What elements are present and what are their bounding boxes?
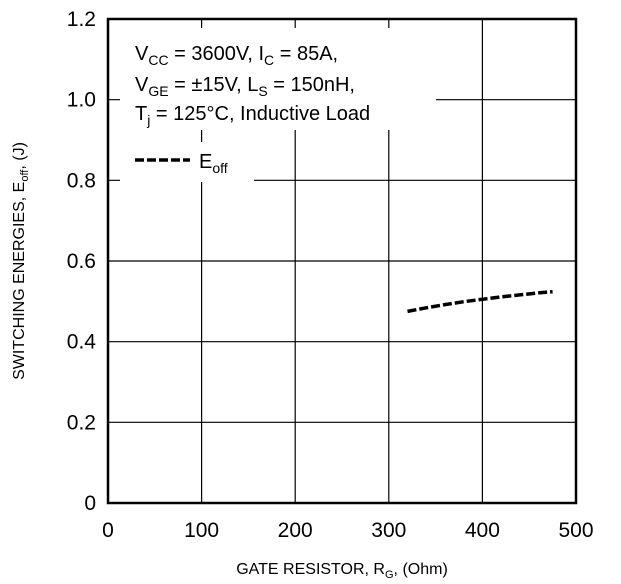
y-tick-labels: 0 0.2 0.4 0.6 0.8 1.0 1.2: [67, 8, 97, 515]
condition-line-2: VGE = ±15V, LS = 150nH,: [135, 74, 355, 99]
x-tick-label: 300: [371, 519, 406, 542]
condition-line-3: Tj = 125°C, Inductive Load: [135, 103, 370, 128]
x-tick-label: 500: [558, 519, 593, 542]
y-tick-label: 0: [84, 492, 96, 515]
condition-line-1: VCC = 3600V, IC = 85A,: [135, 43, 338, 68]
test-conditions: VCC = 3600V, IC = 85A, VGE = ±15V, LS = …: [135, 43, 370, 128]
x-tick-labels: 0 100 200 300 400 500: [102, 519, 593, 542]
x-tick-label: 200: [278, 519, 313, 542]
y-tick-label: 0.6: [67, 250, 96, 273]
y-tick-label: 0.2: [67, 411, 96, 434]
series-line-eoff: [407, 289, 553, 314]
y-tick-label: 0.8: [67, 169, 96, 192]
y-tick-label: 1.0: [67, 89, 96, 112]
y-axis-title: SWITCHING ENERGIES, Eoff, (J): [11, 142, 31, 380]
y-tick-label: 0.4: [67, 331, 97, 354]
x-tick-label: 0: [102, 519, 114, 542]
y-tick-label: 1.2: [67, 8, 96, 31]
legend-box: [120, 142, 254, 182]
conditions-box: [120, 28, 436, 130]
plot-frame: [106, 17, 578, 505]
legend: Eoff: [135, 151, 228, 176]
x-tick-label: 100: [184, 519, 219, 542]
x-tick-label: 400: [465, 519, 500, 542]
series-layer: [407, 289, 553, 314]
x-axis-title: GATE RESISTOR, RG, (Ohm): [236, 561, 448, 581]
legend-label-eoff: Eoff: [199, 151, 228, 176]
